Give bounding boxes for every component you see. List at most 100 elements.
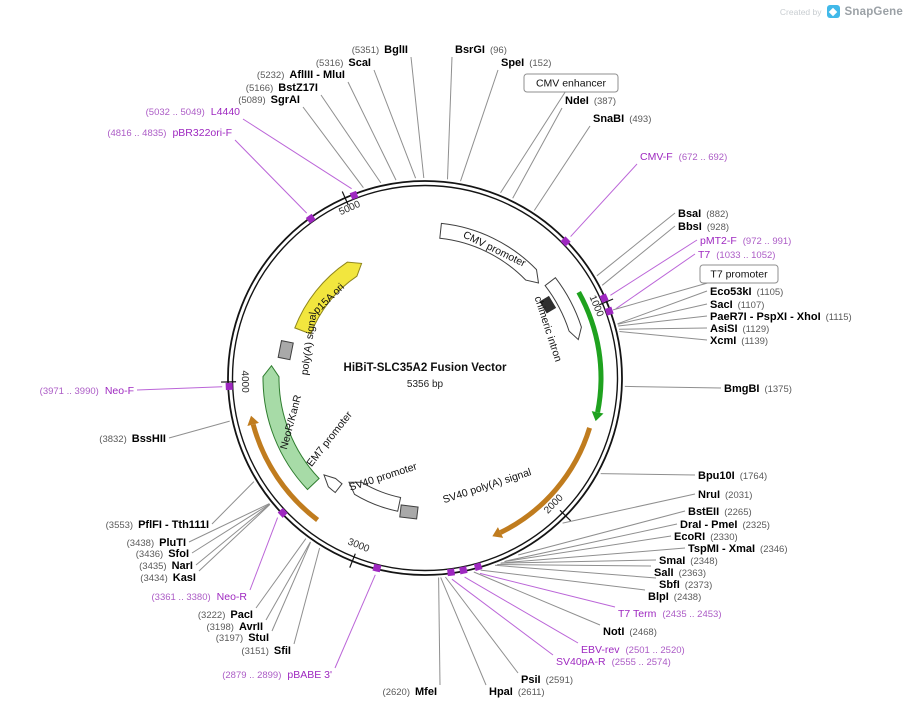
site-line-afliii-mlui	[347, 81, 397, 181]
primer-mark-pmt2-f	[599, 293, 609, 303]
feature-cds-green	[576, 290, 604, 413]
feature-cds-orange-left	[250, 423, 320, 522]
site-label-bstz17i: (5166) BstZ17I	[246, 82, 318, 94]
feature-sv40-polya-box	[399, 504, 419, 520]
tick-label-5000: 5000	[337, 199, 362, 218]
site-label-pflfi-tth111i: (3553) PflFI - Tth111I	[106, 519, 209, 531]
site-label-paer7i-pspxi-xhoi: PaeR7I - PspXI - XhoI (1115)	[710, 311, 852, 323]
site-line-bmgbi	[624, 385, 722, 389]
watermark: Created by SnapGene	[780, 5, 903, 18]
feature-em7-promoter	[323, 474, 343, 494]
site-label-avrii: (3198) AvrII	[206, 621, 263, 633]
site-line-bsteii	[518, 510, 686, 556]
tick-mark-3000	[349, 553, 356, 568]
site-line-bbsi	[601, 225, 676, 286]
site-label-bsrgi: BsrGI (96)	[455, 44, 507, 56]
feature-cds-orange-left-arrowhead	[247, 415, 259, 427]
site-line-ecori	[504, 535, 672, 563]
site-label-xcmi: XcmI (1139)	[710, 335, 768, 347]
primer-line-t7-term	[479, 572, 616, 608]
site-label-pluti: (3438) PluTI	[127, 537, 186, 549]
primer-label-l4440: (5032 .. 5049) L4440	[146, 106, 241, 118]
primer-mark-ebv-rev	[459, 566, 468, 575]
feature-boxed-label-t7-promoter: T7 promoter	[710, 269, 768, 281]
site-line-scai	[373, 69, 417, 179]
site-line-noti	[473, 571, 601, 626]
site-label-paci: (3222) PacI	[198, 609, 253, 621]
site-label-sbfi: SbfI (2373)	[659, 579, 712, 591]
watermark-brand: SnapGene	[844, 5, 903, 18]
feature-neor-kanr	[262, 364, 320, 491]
primer-label-sv40pa-r: SV40pA-R (2555 .. 2574)	[556, 656, 671, 668]
primer-label-neo-r: (3361 .. 3380) Neo-R	[152, 591, 248, 603]
site-line-smai	[500, 559, 657, 564]
primer-line-sv40pa-r	[451, 578, 554, 656]
primer-label-pbabe-3: (2879 .. 2899) pBABE 3'	[222, 669, 332, 681]
site-line-sali	[497, 564, 652, 567]
feature-label-em7-promoter: EM7 promoter	[304, 409, 355, 469]
primer-line-pbr322ori-f	[234, 139, 308, 214]
tick-mark-1000	[599, 298, 614, 306]
site-line-drai-pmei	[505, 523, 678, 562]
site-line-asisi	[618, 327, 708, 330]
site-line-tspmi-xmai	[500, 547, 686, 564]
feature-sv40-promoter	[348, 481, 402, 512]
site-label-drai-pmei: DraI - PmeI (2325)	[680, 519, 770, 531]
primer-mark-neo-r	[277, 507, 288, 518]
site-label-bglii: (5351) BglII	[352, 44, 408, 56]
site-label-bmgbi: BmgBI (1375)	[724, 383, 792, 395]
site-label-ecori: EcoRI (2330)	[674, 531, 738, 543]
primer-label-pbr322ori-f: (4816 .. 4835) pBR322ori-F	[107, 127, 232, 139]
site-label-snabi: SnaBI (493)	[593, 113, 651, 125]
plasmid-title: HiBiT-SLC35A2 Fusion Vector	[344, 362, 507, 374]
site-label-sgrai: (5089) SgrAI	[238, 94, 300, 106]
site-line-pflfi-tth111i	[211, 481, 255, 525]
site-label-noti: NotI (2468)	[603, 626, 657, 638]
site-line-ndei	[512, 107, 563, 199]
site-label-bpu10i: Bpu10I (1764)	[698, 470, 767, 482]
site-label-nrui: NruI (2031)	[698, 489, 752, 501]
site-line-psii	[445, 576, 519, 674]
site-line-bsrgi	[447, 56, 453, 180]
primer-label-neo-f: (3971 .. 3990) Neo-F	[40, 385, 134, 397]
feature-label-sv40-poly-a-signal: SV40 poly(A) signal	[441, 466, 532, 506]
site-line-sgrai	[302, 106, 364, 188]
site-line-bpu10i	[600, 473, 696, 476]
feature-hibit-box	[539, 295, 557, 314]
primer-mark-t7	[604, 306, 614, 316]
site-line-nari	[195, 503, 271, 566]
watermark-created-by: Created by	[779, 6, 822, 17]
primer-line-pmt2-f	[610, 239, 698, 296]
primer-label-t7: T7 (1033 .. 1052)	[698, 249, 775, 261]
site-line-blpi	[480, 569, 646, 591]
site-label-bsai: BsaI (882)	[678, 208, 728, 220]
feature-label-sv40-promoter: SV40 promoter	[348, 460, 419, 493]
site-label-bbsi: BbsI (928)	[678, 221, 729, 233]
tick-label-3000: 3000	[346, 537, 371, 556]
site-label-hpai: HpaI (2611)	[489, 686, 545, 698]
feature-line-t7-promoter	[612, 282, 708, 311]
site-label-smai: SmaI (2348)	[659, 555, 718, 567]
site-label-bsteii: BstEII (2265)	[688, 506, 752, 518]
site-line-nrui	[562, 493, 696, 524]
backbone-outer-circle	[227, 180, 623, 576]
site-label-ndei: NdeI (387)	[565, 95, 616, 107]
primer-mark-cmv-f	[560, 236, 571, 247]
site-label-saci: SacI (1107)	[710, 299, 764, 311]
site-line-snabi	[533, 125, 591, 211]
site-label-eco53ki: Eco53kI (1105)	[710, 286, 783, 298]
site-line-bglii	[410, 56, 425, 179]
feature-chimeric-intron	[544, 276, 582, 341]
site-label-psii: PsiI (2591)	[521, 674, 573, 686]
site-line-paci	[255, 538, 307, 609]
feature-cmv-promoter	[439, 222, 540, 284]
site-line-paer7i-pspxi-xhoi	[618, 315, 708, 327]
primer-line-neo-r	[249, 517, 279, 591]
site-label-sali: SalI (2363)	[654, 567, 706, 579]
site-line-kasi	[198, 504, 271, 572]
primer-line-neo-f	[136, 386, 223, 391]
site-label-mfei: (2620) MfeI	[383, 686, 437, 698]
site-label-sfii: (3151) SfiI	[241, 645, 291, 657]
